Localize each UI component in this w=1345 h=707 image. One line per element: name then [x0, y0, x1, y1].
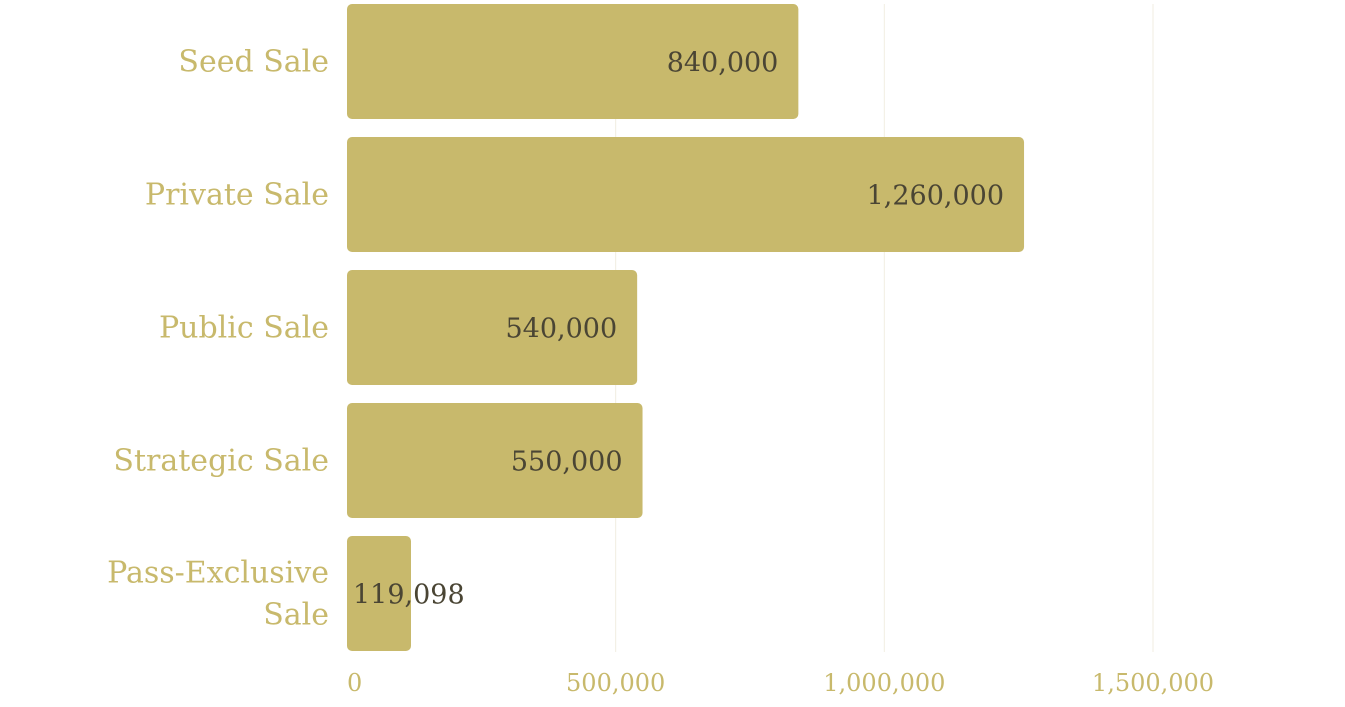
- bar: [347, 137, 1025, 252]
- x-tick-label: 1,500,000: [1092, 669, 1214, 697]
- bar: [347, 270, 638, 385]
- x-tick-label: 0: [347, 669, 362, 697]
- category-label: Public Sale: [159, 311, 329, 346]
- bar-value-label: 550,000: [511, 447, 623, 478]
- x-axis-ticks: 0 500,000 1,000,000 1,500,000: [347, 669, 1214, 697]
- bar-value-label: 1,260,000: [867, 181, 1004, 212]
- category-label: Pass-Exclusive Sale: [107, 556, 329, 633]
- category-labels: Seed Sale Private Sale Public Sale Strategi…: [107, 45, 329, 633]
- bars: 840,000 1,260,000 540,000 550,000 119,098: [347, 4, 1025, 651]
- bar: [347, 4, 799, 119]
- bar: [347, 536, 411, 651]
- bar: [347, 403, 643, 518]
- category-label: Strategic Sale: [113, 444, 329, 479]
- category-label: Private Sale: [145, 178, 329, 213]
- bar-value-label: 840,000: [667, 48, 779, 79]
- bar-value-label: 119,098: [353, 580, 465, 611]
- x-tick-label: 1,000,000: [823, 669, 945, 697]
- bar-value-label: 540,000: [506, 314, 618, 345]
- category-label: Seed Sale: [178, 45, 329, 80]
- x-tick-label: 500,000: [566, 669, 665, 697]
